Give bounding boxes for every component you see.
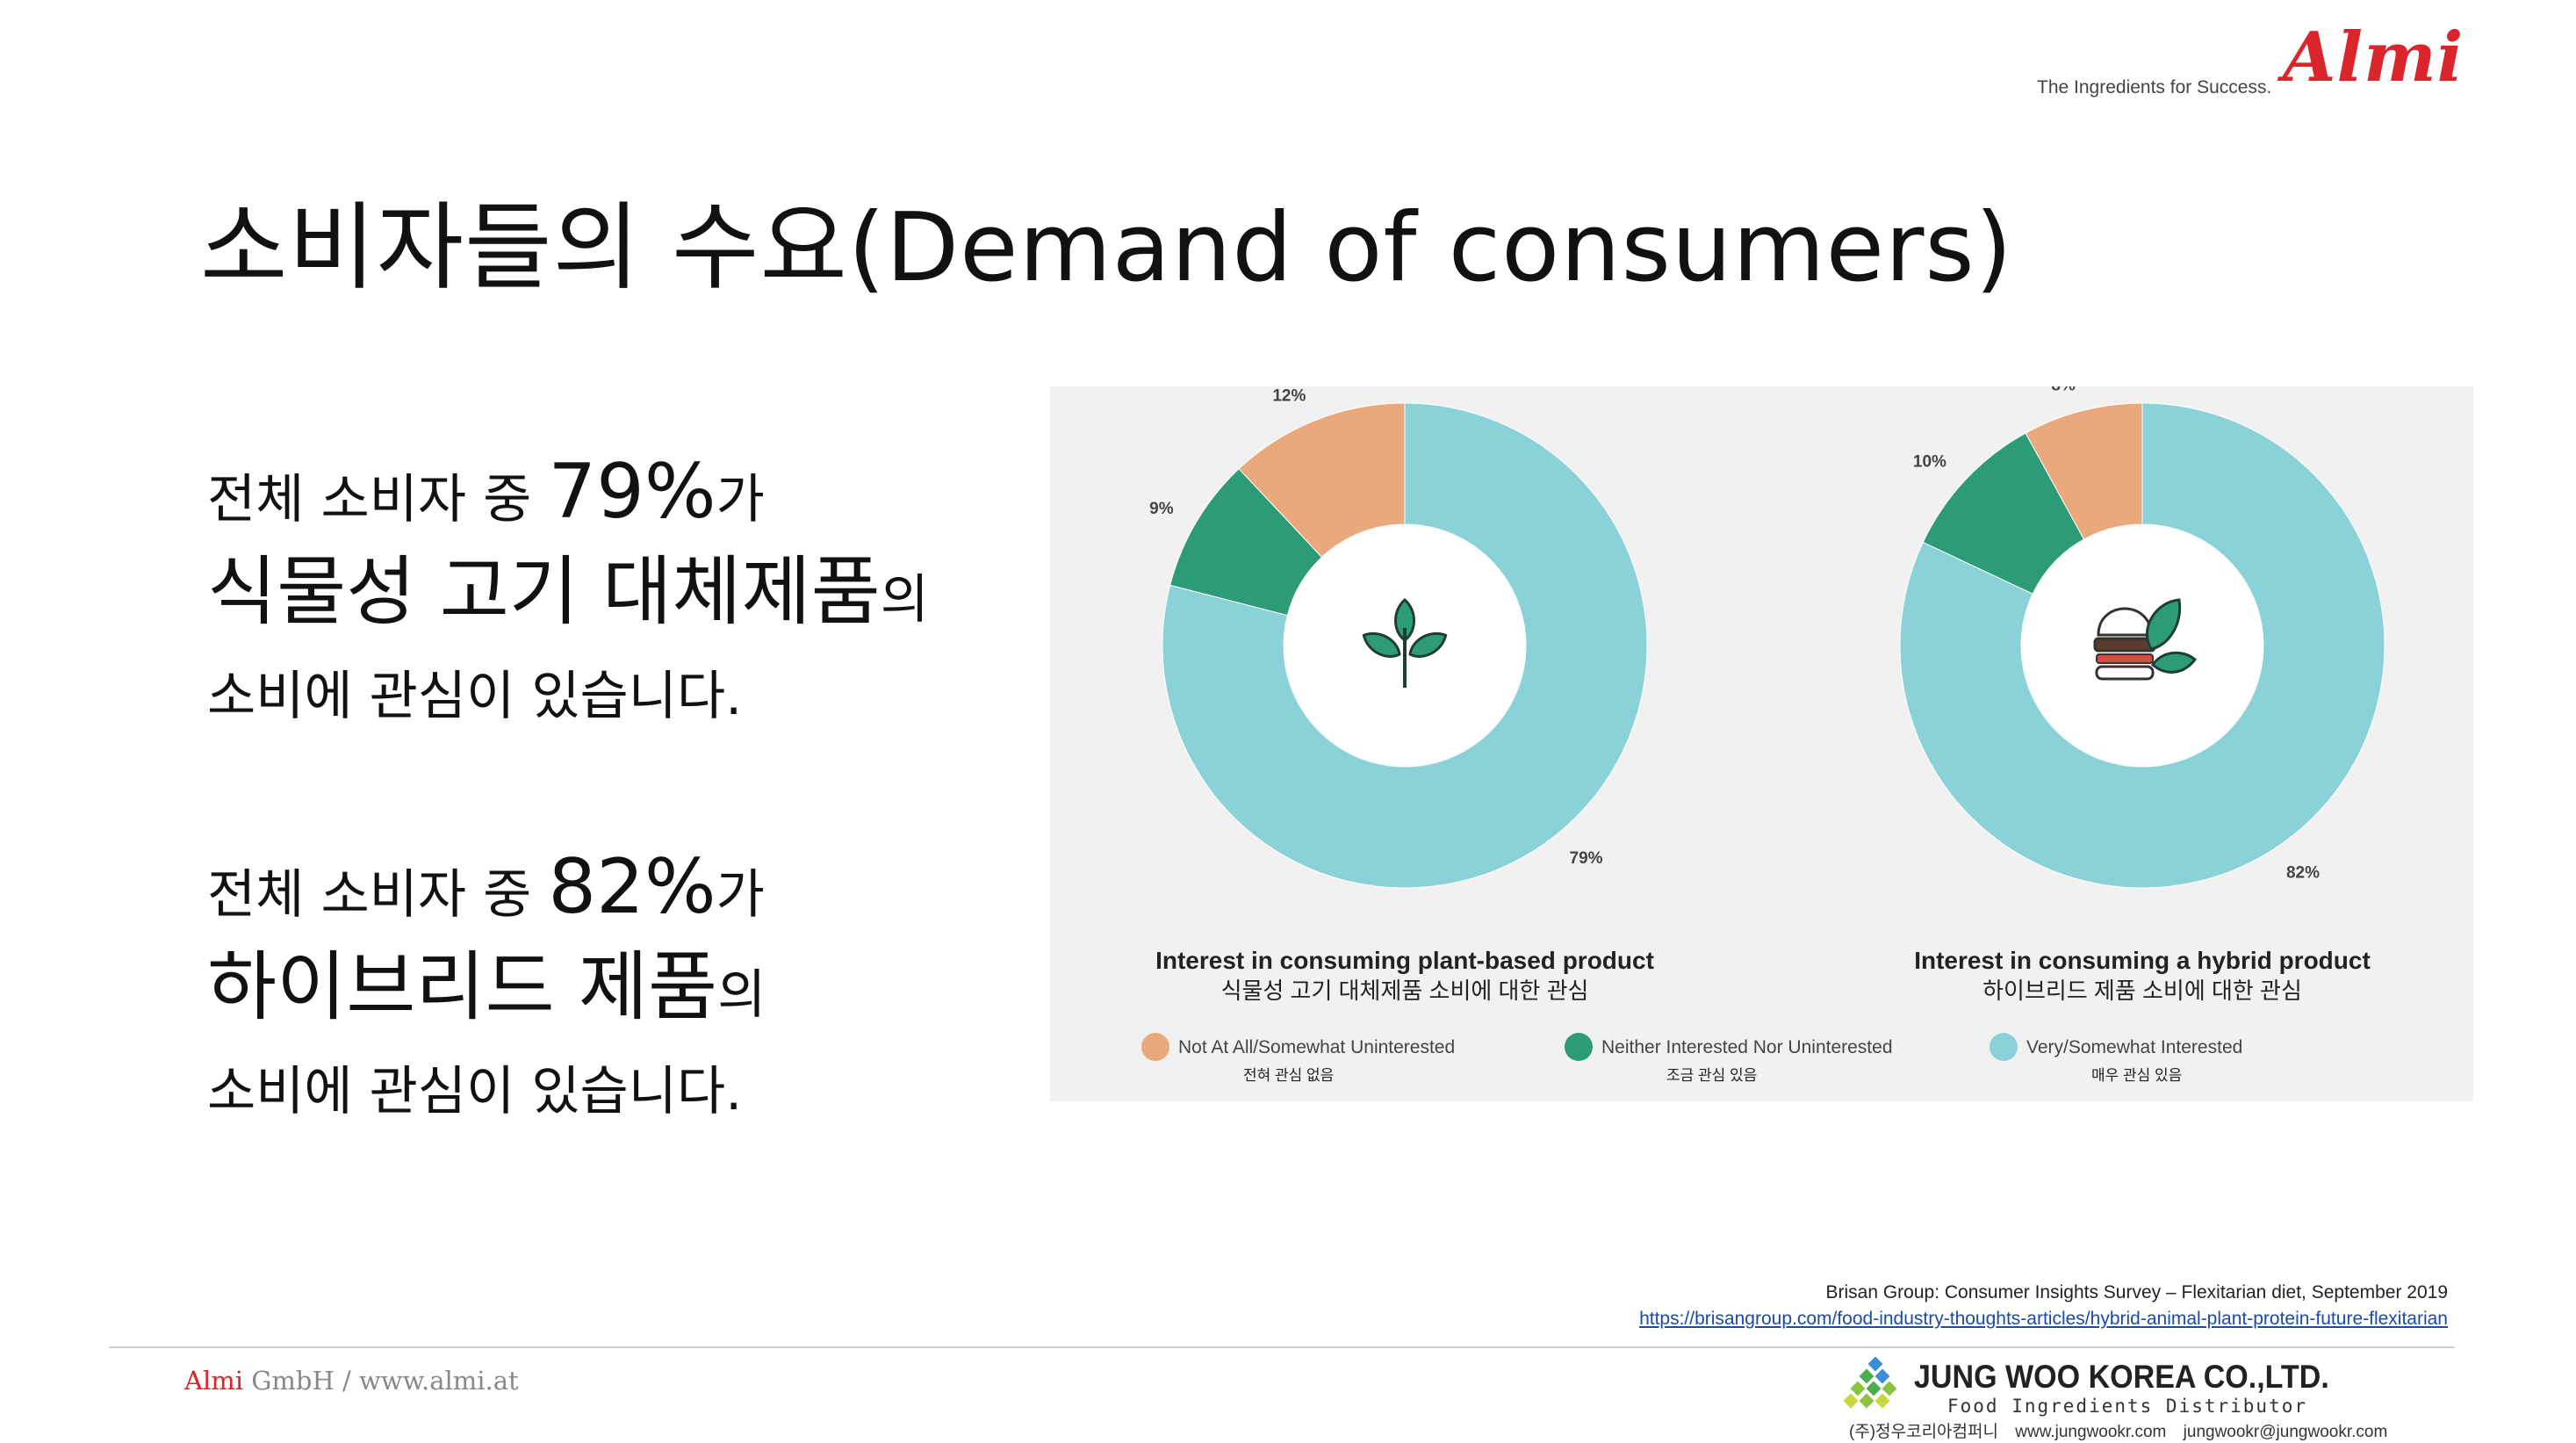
chart-title: Interest in consuming plant-based produc… xyxy=(1155,947,1654,974)
chart-panel: 12% 9% 79% Interest in consuming plant-base… xyxy=(1050,386,2473,1101)
legend-swatch xyxy=(1990,1033,2018,1061)
stat-product: 식물성 고기 대체제품 xyxy=(207,548,881,636)
stat-postfix: 가 xyxy=(716,469,765,530)
stat-line-2: 식물성 고기 대체제품의 xyxy=(207,544,929,648)
legend-swatch xyxy=(1565,1033,1593,1061)
chart-subtitle: 식물성 고기 대체제품 소비에 대한 관심 xyxy=(1221,978,1589,1004)
stat-percentage: 82% xyxy=(548,843,716,931)
footer-brand-name: Almi xyxy=(184,1366,243,1396)
donut-charts: 12% 9% 79% Interest in consuming plant-base… xyxy=(1141,386,2385,1084)
legend-label: Neither Interested Nor Uninterested xyxy=(1601,1037,1893,1057)
distributor-name: JUNG WOO KOREA CO.,LTD. xyxy=(1914,1359,2329,1395)
citation-link[interactable]: https://brisangroup.com/food-industry-th… xyxy=(1639,1309,2448,1329)
stat-block-hybrid: 전체 소비자 중 82%가 하이브리드 제품의 소비에 관심이 있습니다. xyxy=(207,843,766,1140)
legend-sublabel: 전혀 관심 없음 xyxy=(1243,1067,1334,1084)
stat-line-2: 하이브리드 제품의 xyxy=(207,939,766,1043)
slice-value-label: 12% xyxy=(1272,386,1306,405)
stat-block-plant-based: 전체 소비자 중 79%가 식물성 고기 대체제품의 소비에 관심이 있습니다. xyxy=(207,448,929,745)
footer-brand-site: GmbH / www.almi.at xyxy=(243,1366,519,1396)
slice-value-label: 10% xyxy=(1913,453,1946,472)
legend-sublabel: 매우 관심 있음 xyxy=(2091,1067,2182,1084)
donut-slice xyxy=(1238,402,1406,559)
footer-divider xyxy=(109,1346,2455,1348)
legend-label: Not At All/Somewhat Uninterested xyxy=(1178,1037,1455,1057)
stat-prefix: 전체 소비자 중 xyxy=(207,469,549,530)
legend-label: Very/Somewhat Interested xyxy=(2026,1037,2242,1057)
donut-slice xyxy=(1899,402,2385,889)
stat-prefix: 전체 소비자 중 xyxy=(207,864,549,926)
slice-value-label: 9% xyxy=(1149,500,1174,518)
almi-logo: Almi xyxy=(2283,18,2464,97)
legend-sublabel: 조금 관심 있음 xyxy=(1666,1067,1757,1084)
stat-postfix: 가 xyxy=(716,864,765,926)
leaf-sprout-icon xyxy=(1362,598,1448,688)
stat-product-suffix: 의 xyxy=(880,569,929,631)
slice-value-label: 82% xyxy=(2286,863,2320,882)
stat-line-3: 소비에 관심이 있습니다. xyxy=(207,666,743,727)
source-citation: Brisan Group: Consumer Insights Survey –… xyxy=(1639,1282,2448,1330)
stat-line-3: 소비에 관심이 있습니다. xyxy=(207,1061,743,1122)
donut-slice xyxy=(1162,402,1648,889)
chart-title: Interest in consuming a hybrid product xyxy=(1914,947,2371,974)
brand-tagline: The Ingredients for Success. xyxy=(2037,77,2272,97)
slice-value-label: 79% xyxy=(1570,849,1603,868)
distributor-logo-icon xyxy=(1844,1357,1897,1409)
stat-line-1: 전체 소비자 중 82%가 xyxy=(207,843,766,939)
distributor-contact: (주)정우코리아컴퍼니 www.jungwookr.com jungwookr@… xyxy=(1849,1423,2388,1441)
burger-leaf-icon xyxy=(2093,598,2198,681)
footer-brand: Almi GmbH / www.almi.at xyxy=(184,1366,519,1396)
legend-swatch xyxy=(1141,1033,1169,1061)
chart-subtitle: 하이브리드 제품 소비에 대한 관심 xyxy=(1982,978,2302,1004)
citation-text: Brisan Group: Consumer Insights Survey –… xyxy=(1825,1282,2448,1302)
distributor-block: JUNG WOO KOREA CO.,LTD. Food Ingredients… xyxy=(1844,1357,2458,1441)
stat-product-suffix: 의 xyxy=(717,964,766,1026)
slice-value-label: 8% xyxy=(2051,386,2076,395)
stat-product: 하이브리드 제품 xyxy=(207,943,718,1031)
distributor-subtitle: Food Ingredients Distributor xyxy=(1947,1396,2308,1417)
stat-percentage: 79% xyxy=(548,448,716,536)
page-title: 소비자들의 수요(Demand of consumers) xyxy=(200,193,2013,303)
stat-line-1: 전체 소비자 중 79%가 xyxy=(207,448,929,544)
